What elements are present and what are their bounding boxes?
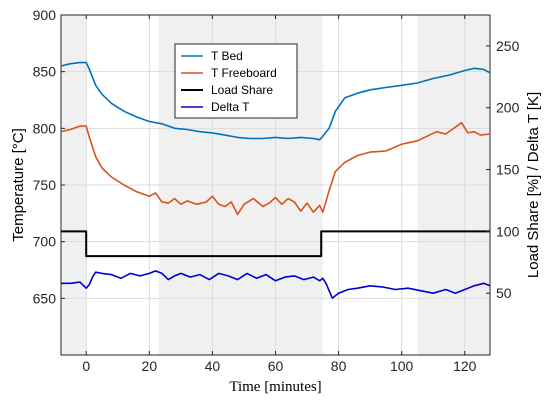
x-tick-label: 120 — [453, 358, 477, 374]
series-line-delta-t — [61, 270, 491, 299]
x-tick-label: 80 — [331, 358, 347, 374]
y-right-tick-label: 100 — [496, 223, 520, 239]
legend-entry-label: Delta T — [211, 100, 250, 114]
y-left-tick-label: 850 — [33, 64, 57, 80]
x-tick-label: 20 — [142, 358, 158, 374]
x-axis-label: Time [minutes] — [229, 379, 321, 395]
y-left-tick-label: 750 — [33, 177, 57, 193]
x-tick-label: 40 — [205, 358, 221, 374]
y-right-tick-label: 250 — [496, 38, 520, 54]
y-right-tick-label: 50 — [496, 285, 512, 301]
legend: T Bed T Freeboard Load Share Delta T — [174, 43, 298, 119]
x-tick-label: 60 — [268, 358, 284, 374]
legend-entry-label: Load Share — [211, 83, 273, 97]
y-left-tick-label: 900 — [33, 7, 57, 23]
y-right-tick-label: 200 — [496, 100, 520, 116]
x-tick-label: 0 — [82, 358, 90, 374]
y-right-tick-label: 150 — [496, 162, 520, 178]
series-lines — [60, 61, 491, 299]
legend-entry-label: T Bed — [211, 49, 243, 63]
y-left-tick-label: 800 — [33, 120, 57, 136]
series-line-t-freeboard — [60, 121, 491, 216]
y-axis-right-label: Load Share [%] / Delta T [K] — [525, 92, 542, 278]
y-left-tick-label: 700 — [33, 234, 57, 250]
axis-ticks: 0 20 40 60 80 100 120 650 700 750 800 850 900 50 100 15… — [33, 7, 520, 374]
x-tick-label: 100 — [390, 358, 414, 374]
series-line-t-bed — [60, 61, 491, 141]
y-left-tick-label: 650 — [33, 290, 57, 306]
legend-entry-label: T Freeboard — [211, 66, 277, 80]
series-line-load-share — [61, 230, 490, 258]
y-axis-left-label: Temperature [°C] — [10, 128, 27, 242]
